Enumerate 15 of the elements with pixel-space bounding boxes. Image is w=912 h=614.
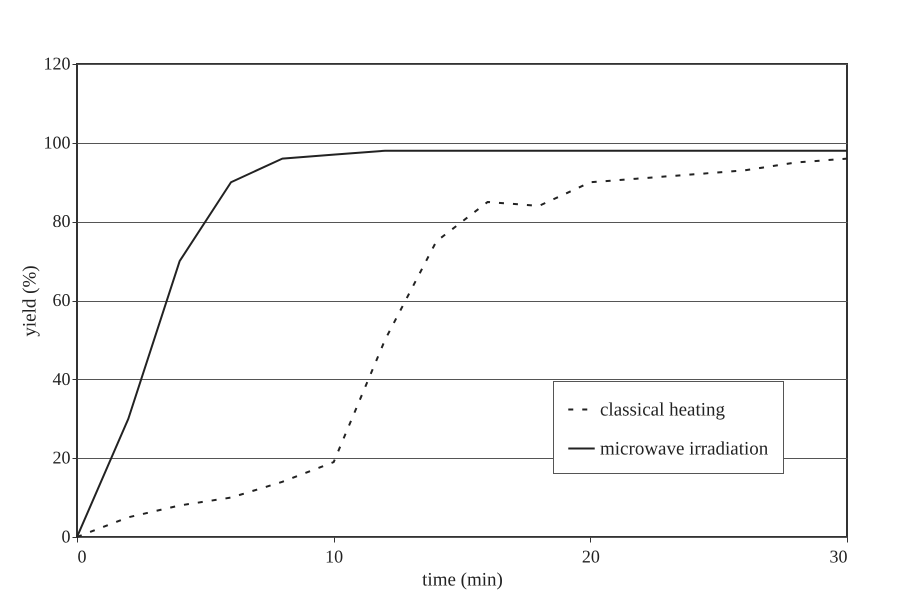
y-tick-label: 0 xyxy=(62,526,70,546)
legend-label: classical heating xyxy=(600,400,726,420)
y-tick-label: 40 xyxy=(52,368,70,389)
legend-label: microwave irradiation xyxy=(600,438,769,460)
y-tick-label: 80 xyxy=(52,211,70,232)
x-tick-label: 0 xyxy=(78,546,86,566)
y-tick-label: 20 xyxy=(52,448,70,468)
x-axis-title: time (min) xyxy=(422,570,503,590)
y-axis-title: yield (%) xyxy=(20,265,40,337)
y-tick-label: 100 xyxy=(44,132,70,152)
y-tick-label: 60 xyxy=(52,290,70,310)
x-tick-label: 30 xyxy=(830,546,848,566)
x-tick-label: 10 xyxy=(325,546,344,566)
x-tick-label: 20 xyxy=(582,546,600,566)
y-tick-label: 120 xyxy=(44,54,70,74)
